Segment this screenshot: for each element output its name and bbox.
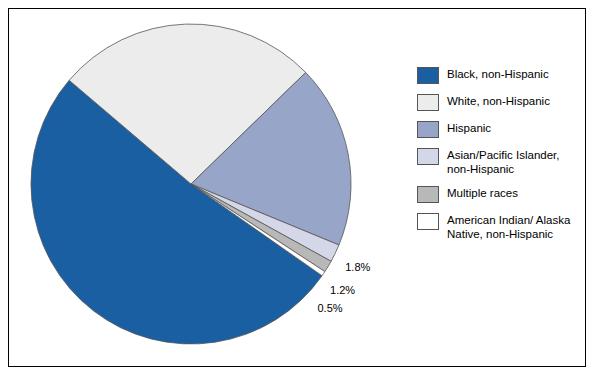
html-text:White, non-Hispanic: White, non-Hispanic	[447, 95, 550, 107]
svg-text:1.8%: 1.8%	[345, 261, 370, 273]
html-text:Hispanic: Hispanic	[447, 122, 492, 134]
html-text:American Indian/ Alaska Native: American Indian/ Alaska Native, non-Hisp…	[447, 214, 571, 240]
html-text:Multiple races: Multiple races	[447, 187, 518, 199]
html-text:Black, non-Hispanic: Black, non-Hispanic	[447, 68, 549, 80]
svg-text:1.2%: 1.2%	[330, 284, 355, 296]
svg-text:0.5%: 0.5%	[317, 302, 342, 314]
html-text:Asian/Pacific Islander, non-Hi: Asian/Pacific Islander, non-Hispanic	[447, 149, 560, 175]
